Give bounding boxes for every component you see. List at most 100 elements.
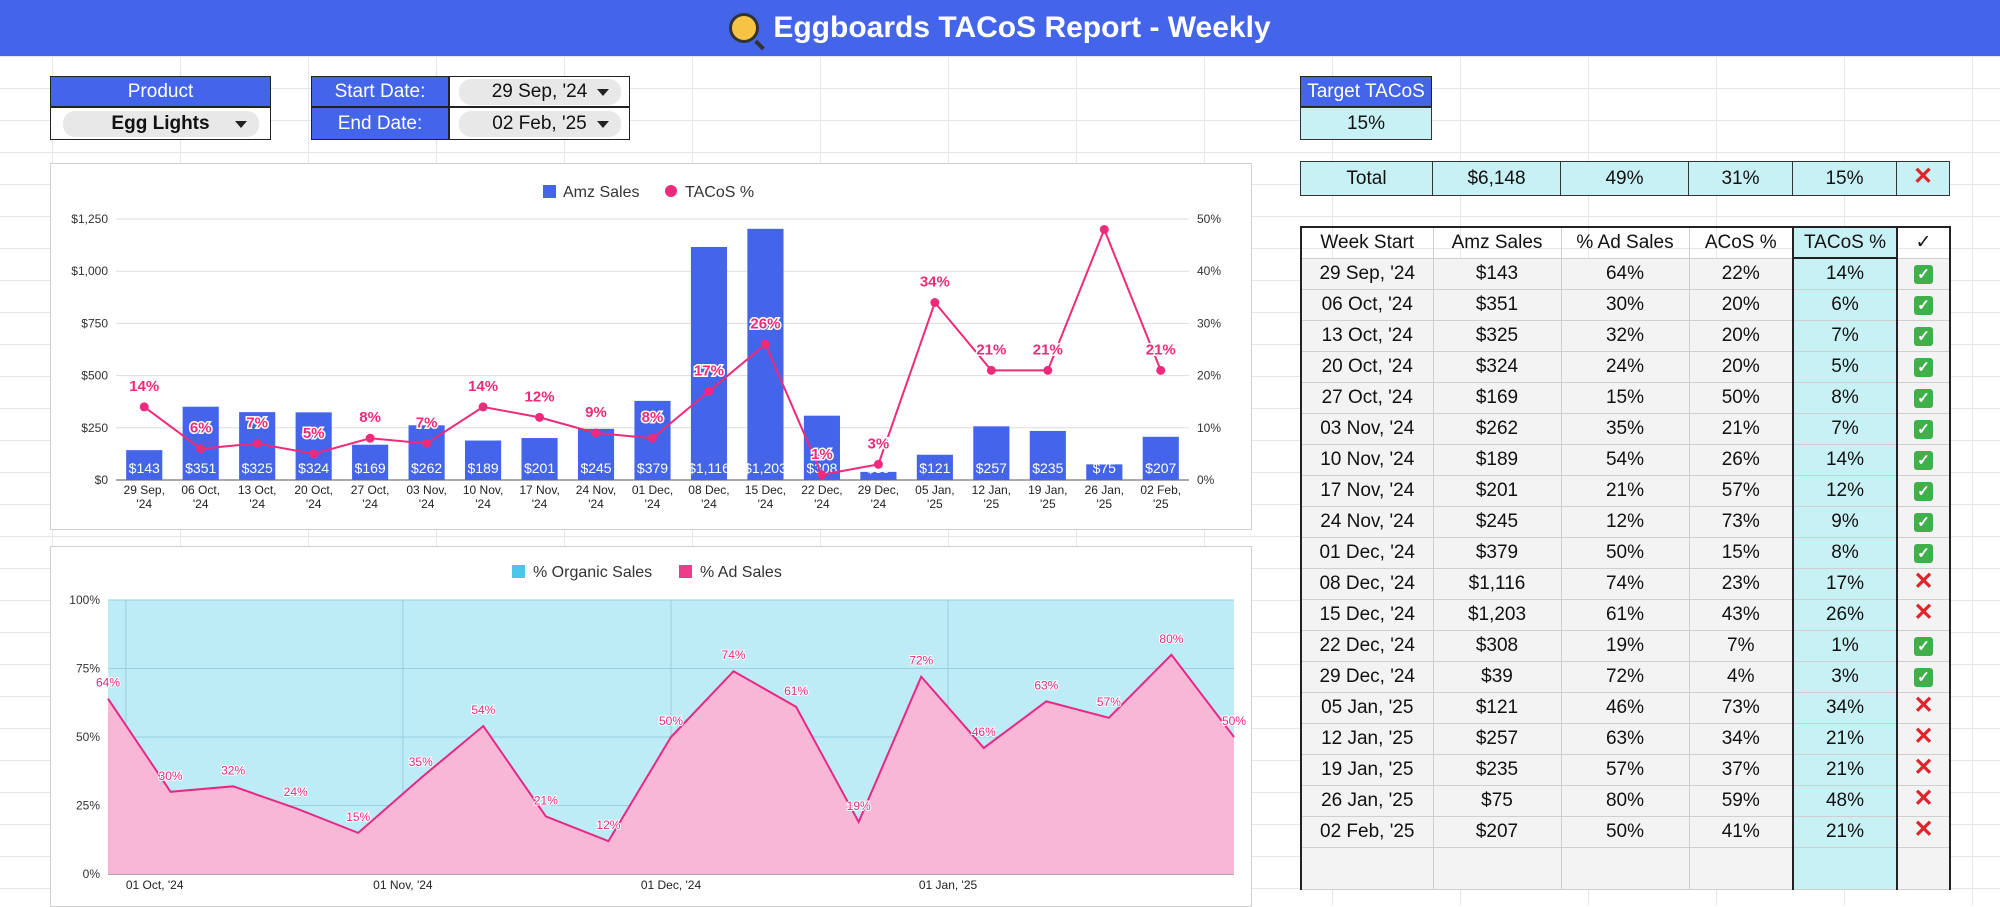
tacos-point bbox=[365, 433, 375, 443]
legend-swatch-ad bbox=[679, 565, 692, 578]
legend-label-amz-sales: Amz Sales bbox=[563, 184, 639, 201]
col-ad-sales-pct: % Ad Sales bbox=[1560, 226, 1690, 259]
tacos-data-label: 12% bbox=[525, 388, 555, 405]
empty-cell bbox=[1896, 846, 1951, 890]
cross-icon: ✕ bbox=[1913, 723, 1934, 750]
checkmark-icon: ✓ bbox=[1914, 295, 1933, 315]
checkmark-icon: ✓ bbox=[1914, 543, 1933, 563]
start-date-cell: 29 Sep, '24 bbox=[449, 76, 630, 107]
chevron-down-icon[interactable] bbox=[596, 88, 609, 96]
tacos-point bbox=[1156, 365, 1166, 375]
x-tick-label: 01 Jan, '25 bbox=[919, 878, 978, 892]
product-value: Egg Lights bbox=[111, 112, 210, 134]
ad-data-label: 80% bbox=[1159, 632, 1183, 646]
cell-acos: 20% bbox=[1688, 350, 1794, 383]
total-row: Total $6,148 49% 31% 15% ✕ bbox=[1300, 161, 1950, 196]
cell-tacos: 21% bbox=[1792, 815, 1898, 848]
x-tick-label: 17 Nov, bbox=[519, 483, 559, 497]
tacos-point bbox=[760, 339, 770, 349]
cell-tacos: 8% bbox=[1792, 536, 1898, 569]
cell-tacos: 3% bbox=[1792, 660, 1898, 693]
tacos-point bbox=[139, 402, 149, 412]
cell-amz-sales: $1,203 bbox=[1432, 598, 1562, 631]
cell-amz-sales: $1,116 bbox=[1432, 567, 1562, 600]
chevron-down-icon[interactable] bbox=[596, 120, 609, 128]
bar-data-label: $1,203 bbox=[744, 460, 787, 476]
organic-ad-chart: % Organic Sales % Ad Sales 0% 25% 50% 75% 100%… bbox=[50, 546, 1252, 907]
legend-swatch-tacos bbox=[665, 185, 677, 197]
bar-data-label: $169 bbox=[355, 460, 386, 476]
y-tick: 75% bbox=[76, 662, 100, 676]
cell-amz-sales: $245 bbox=[1432, 505, 1562, 538]
end-date-dropdown[interactable]: 02 Feb, '25 bbox=[458, 110, 621, 137]
cell-ad-sales-pct: 21% bbox=[1560, 474, 1690, 507]
ad-data-label: 15% bbox=[346, 810, 370, 824]
ad-data-label: 61% bbox=[784, 684, 808, 698]
col-status: ✓ bbox=[1896, 226, 1951, 259]
tacos-point bbox=[422, 438, 432, 448]
bar-data-label: $201 bbox=[524, 460, 555, 476]
area-ad bbox=[108, 654, 1234, 874]
cell-acos: 23% bbox=[1688, 567, 1794, 600]
cell-tacos: 8% bbox=[1792, 381, 1898, 414]
bar-amz-sales bbox=[408, 425, 445, 480]
cell-ad-sales-pct: 50% bbox=[1560, 536, 1690, 569]
y-right-tick: 10% bbox=[1197, 421, 1221, 435]
x-tick-label: '25 bbox=[927, 497, 943, 511]
tacos-data-label: 8% bbox=[642, 409, 664, 426]
bar-data-label: $325 bbox=[242, 460, 273, 476]
total-label: Total bbox=[1300, 161, 1433, 196]
cell-tacos: 26% bbox=[1792, 598, 1898, 631]
tacos-point bbox=[1043, 365, 1053, 375]
tacos-data-label: 26% bbox=[750, 315, 780, 332]
x-tick-label: 02 Feb, bbox=[1140, 483, 1181, 497]
empty-cell bbox=[1688, 846, 1794, 890]
table-row: 03 Nov, '24 $262 35% 21% 7% ✓ bbox=[1300, 412, 1951, 445]
y-tick: 50% bbox=[76, 730, 100, 744]
y-tick: 0% bbox=[83, 867, 101, 881]
x-tick-label: '24 bbox=[814, 497, 830, 511]
target-tacos-value[interactable]: 15% bbox=[1300, 107, 1432, 140]
x-tick-label: '24 bbox=[758, 497, 774, 511]
cell-acos: 21% bbox=[1688, 412, 1794, 445]
table-row: 15 Dec, '24 $1,203 61% 43% 26% ✕ bbox=[1300, 598, 1951, 631]
tacos-data-label: 8% bbox=[359, 409, 381, 426]
cell-ad-sales-pct: 74% bbox=[1560, 567, 1690, 600]
cell-ad-sales-pct: 32% bbox=[1560, 319, 1690, 352]
cell-week-start: 20 Oct, '24 bbox=[1300, 350, 1434, 383]
x-tick-label: '25 bbox=[984, 497, 1000, 511]
x-tick-label: '24 bbox=[419, 497, 435, 511]
product-dropdown[interactable]: Egg Lights bbox=[62, 110, 259, 137]
total-tacos: 15% bbox=[1792, 161, 1897, 196]
cell-ad-sales-pct: 54% bbox=[1560, 443, 1690, 476]
ad-data-label: 63% bbox=[1034, 678, 1058, 692]
cell-week-start: 08 Dec, '24 bbox=[1300, 567, 1434, 600]
cell-amz-sales: $325 bbox=[1432, 319, 1562, 352]
x-tick-label: '24 bbox=[475, 497, 491, 511]
cell-week-start: 24 Nov, '24 bbox=[1300, 505, 1434, 538]
cell-amz-sales: $351 bbox=[1432, 288, 1562, 321]
tacos-point bbox=[535, 412, 545, 422]
x-tick-label: 01 Dec, bbox=[632, 483, 673, 497]
cell-acos: 43% bbox=[1688, 598, 1794, 631]
x-tick-label: '24 bbox=[645, 497, 661, 511]
checkmark-icon: ✓ bbox=[1914, 388, 1933, 408]
cell-status: ✓ bbox=[1896, 257, 1951, 290]
total-ad-sales-pct: 49% bbox=[1560, 161, 1689, 196]
bar-amz-sales bbox=[1029, 430, 1066, 480]
y-right-tick: 0% bbox=[1197, 473, 1215, 487]
cell-week-start: 13 Oct, '24 bbox=[1300, 319, 1434, 352]
col-acos: ACoS % bbox=[1688, 226, 1794, 259]
tacos-point bbox=[252, 438, 262, 448]
start-date-dropdown[interactable]: 29 Sep, '24 bbox=[458, 78, 621, 105]
cell-amz-sales: $143 bbox=[1432, 257, 1562, 290]
cell-amz-sales: $207 bbox=[1432, 815, 1562, 848]
ad-data-label: 54% bbox=[471, 703, 495, 717]
sales-tacos-svg: Amz Sales TACoS % $0 $250 $500 $750 $1,000 $1,2… bbox=[71, 184, 1221, 511]
cell-ad-sales-pct: 15% bbox=[1560, 381, 1690, 414]
chevron-down-icon[interactable] bbox=[234, 120, 247, 128]
ad-data-label: 32% bbox=[221, 763, 245, 777]
bar-amz-sales bbox=[1086, 464, 1123, 480]
cell-status: ✓ bbox=[1896, 288, 1951, 321]
cell-status: ✕ bbox=[1896, 784, 1951, 817]
